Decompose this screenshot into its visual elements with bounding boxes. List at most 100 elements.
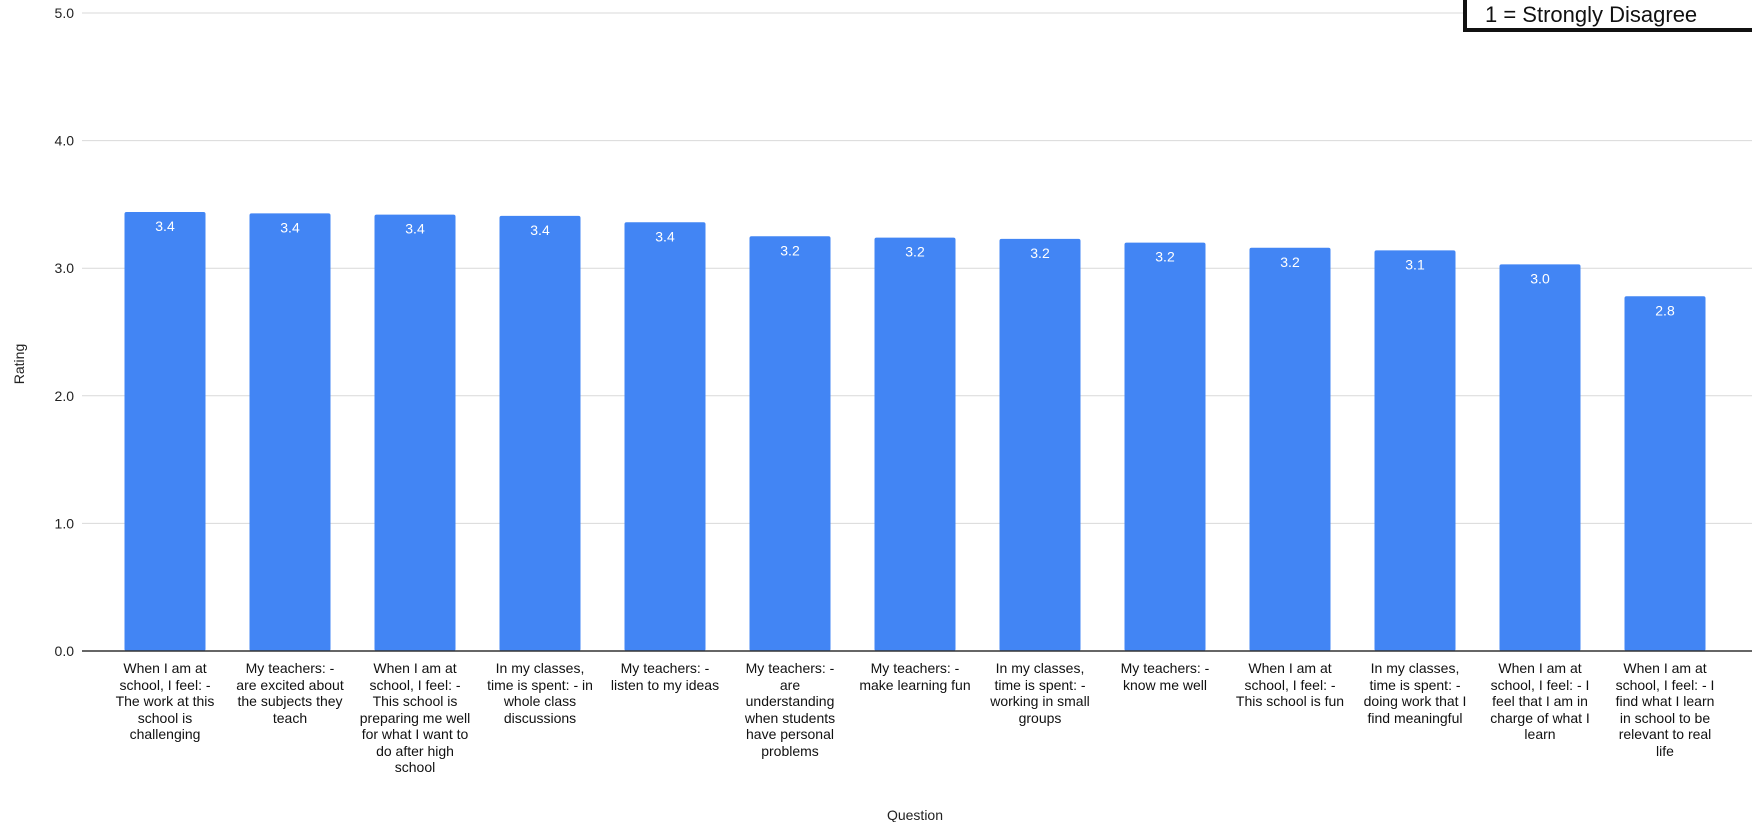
x-tick-label-line: when students — [744, 709, 836, 726]
bar — [749, 236, 831, 652]
x-tick-label-line: understanding — [745, 693, 835, 709]
bar — [499, 215, 581, 651]
y-tick-label: 1.0 — [55, 515, 75, 531]
legend-box: 1 = Strongly Disagree — [1463, 0, 1752, 32]
bar-value-label: 3.4 — [155, 218, 175, 234]
x-tick-label-line: When I am at — [1248, 660, 1332, 676]
x-tick-label: When I am at school, I feel: - The work at… — [106, 660, 224, 743]
x-tick-label-line: When I am at — [123, 660, 207, 676]
x-tick-label-line: In my classes, — [495, 660, 585, 676]
x-tick-label-line: school, I feel: - — [119, 676, 211, 693]
bar-value-label: 3.2 — [1030, 245, 1050, 261]
x-tick-label: My teachers: - listen to my ideas — [606, 660, 724, 693]
bar-value-label: 3.2 — [1155, 249, 1175, 265]
x-tick-label-line: challenging — [129, 726, 201, 742]
x-tick-label: When I am at school, I feel: - This school… — [1231, 660, 1349, 710]
x-tick-label-line: problems — [761, 742, 819, 759]
x-tick-label-line: This school is — [372, 693, 458, 709]
x-tick-label-line: life — [1656, 742, 1674, 759]
bar-value-label: 3.4 — [405, 221, 425, 237]
x-tick-label-line: make learning fun — [859, 676, 971, 693]
bar — [1124, 242, 1206, 651]
x-tick-label-line: find what I learn — [1615, 693, 1715, 709]
x-tick-label: When I am at school, I feel: - This school… — [356, 660, 474, 776]
bar — [874, 237, 956, 652]
x-tick-label-line: learn — [1524, 726, 1556, 742]
x-tick-label-line: In my classes, — [1370, 660, 1460, 676]
x-axis-title: Question — [887, 807, 943, 822]
x-tick-label-line: In my classes, — [995, 660, 1085, 676]
x-tick-label-line: preparing me well — [359, 709, 471, 726]
y-tick-label: 0.0 — [55, 643, 75, 659]
bar-value-label: 3.0 — [1530, 270, 1550, 286]
x-tick-label-line: relevant to real — [1618, 726, 1712, 742]
x-tick-label-line: working in small — [990, 693, 1090, 709]
bar — [374, 214, 456, 651]
bar-value-label: 3.4 — [280, 219, 300, 235]
x-tick-label-line: time is spent: - — [1369, 676, 1461, 693]
x-tick-label-line: have personal — [746, 726, 834, 742]
x-tick-label-line: do after high — [376, 742, 454, 759]
x-tick-label-line: find meaningful — [1367, 709, 1463, 726]
x-tick-label-line: teach — [272, 709, 308, 726]
bars — [124, 212, 1706, 652]
bar — [1499, 264, 1581, 651]
bar-value-label: 3.1 — [1405, 256, 1425, 272]
y-tick-label: 3.0 — [55, 260, 75, 276]
x-tick-label: My teachers: - are excited about the subje… — [231, 660, 349, 726]
x-tick-label-line: discussions — [503, 709, 577, 726]
x-tick-label-line: the subjects they — [237, 693, 343, 709]
legend-text: 1 = Strongly Disagree — [1485, 2, 1698, 27]
bar-value-label: 3.2 — [1280, 254, 1300, 270]
x-tick-label-line: time is spent: - — [994, 676, 1086, 693]
x-tick-label-line: school is — [137, 709, 193, 726]
x-tick-label-line: school, I feel: - I — [1615, 676, 1715, 693]
x-tick-label: My teachers: - make learning fun — [856, 660, 974, 693]
x-tick-label-line: school — [394, 759, 436, 775]
bar — [999, 238, 1081, 652]
x-tick-label-line: My teachers: - — [1120, 660, 1210, 676]
x-tick-label-line: When I am at — [1623, 660, 1707, 676]
bar-value-label: 3.2 — [905, 244, 925, 260]
x-tick-label-line: are — [779, 676, 801, 693]
x-tick-label-line: are excited about — [236, 676, 344, 693]
x-tick-label-line: school, I feel: - — [369, 676, 461, 693]
bar-value-label: 2.8 — [1655, 302, 1675, 318]
x-tick-label-line: This school is fun — [1235, 693, 1345, 709]
x-tick-label-line: My teachers: - — [870, 660, 960, 676]
x-tick-label-line: for what I want to — [361, 726, 469, 742]
x-tick-label: My teachers: - know me well — [1106, 660, 1224, 693]
x-tick-label: In my classes, time is spent: - doing work… — [1356, 660, 1474, 726]
bar-value-label: 3.2 — [780, 242, 800, 258]
x-tick-label-line: school, I feel: - I — [1490, 676, 1590, 693]
x-tick-label-line: My teachers: - — [620, 660, 710, 676]
y-axis-title: Rating — [11, 344, 27, 384]
bar — [624, 222, 706, 651]
y-tick-label: 2.0 — [55, 388, 75, 404]
x-tick-label-line: listen to my ideas — [610, 676, 720, 693]
bar — [124, 212, 206, 651]
y-axis-ticks: 0.0 1.0 2.0 3.0 4.0 5.0 — [55, 5, 75, 659]
y-tick-label: 5.0 — [55, 5, 75, 21]
x-tick-label-line: My teachers: - — [245, 660, 335, 676]
x-tick-label: In my classes, time is spent: - working in… — [981, 660, 1099, 726]
y-tick-label: 4.0 — [55, 133, 75, 149]
bar — [249, 213, 331, 651]
x-tick-label-line: groups — [1018, 709, 1062, 726]
bar — [1249, 247, 1331, 651]
x-tick-label-line: school, I feel: - — [1244, 676, 1336, 693]
x-tick-label-line: time is spent: - in — [487, 676, 593, 693]
x-tick-label-line: feel that I am in — [1492, 693, 1588, 709]
bar-value-labels: 3.4 3.4 3.4 3.4 3.4 3.2 3.2 3.2 3.2 3.2 3.1 3.0 2.8 — [155, 218, 1675, 318]
x-tick-label-line: When I am at — [1498, 660, 1582, 676]
bar-value-label: 3.4 — [655, 228, 675, 244]
x-tick-label-line: charge of what I — [1490, 709, 1590, 726]
bar — [1374, 250, 1456, 651]
bar-value-label: 3.4 — [530, 222, 550, 238]
x-tick-label-line: in school to be — [1619, 709, 1711, 726]
x-tick-label-line: The work at this — [115, 693, 215, 709]
x-tick-label: My teachers: - are understanding when stude… — [731, 660, 849, 759]
x-tick-label-line: whole class — [503, 693, 577, 709]
